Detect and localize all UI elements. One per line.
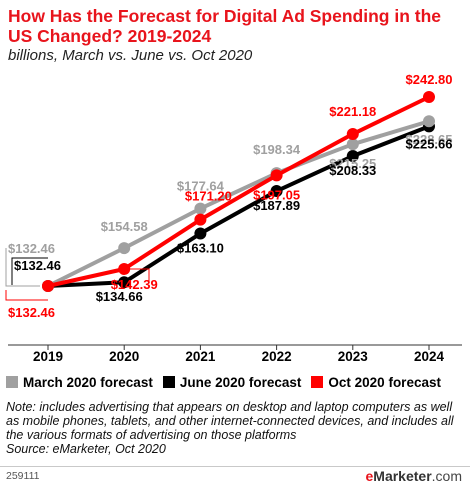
data-point-oct-2019 <box>42 280 54 292</box>
chart-title: How Has the Forecast for Digital Ad Spen… <box>8 6 441 46</box>
line-chart: 2019 2020 2021 2022 2023 2024 $132.46 $154.58 $1… <box>5 72 462 364</box>
data-point-oct-2021 <box>194 213 207 226</box>
data-label-march-2021: $177.64 <box>177 179 225 194</box>
data-label-june-2021: $163.10 <box>177 241 224 256</box>
data-point-june-2020 <box>118 276 131 289</box>
data-label-march-2022: $198.34 <box>253 142 301 157</box>
chart-note: Note: includes advertising that appears … <box>6 400 466 456</box>
data-label-march-2023: $215.25 <box>329 156 376 171</box>
series-line-june <box>46 124 431 288</box>
data-point-oct-2024 <box>423 91 435 103</box>
x-tick-label-2022: 2022 <box>262 349 292 364</box>
chart-footer: 259111 eMarketer.com <box>0 466 470 486</box>
data-label-june-2019: $132.46 <box>14 258 61 273</box>
leader-oct-2019 <box>5 290 48 301</box>
data-label-oct-2021: $171.20 <box>185 189 232 204</box>
legend-swatch-march <box>6 376 18 388</box>
x-tick-label-2019: 2019 <box>33 349 63 364</box>
legend-label-june: June 2020 forecast <box>179 374 302 390</box>
chart-subtitle: billions, March vs. June vs. Oct 2020 <box>8 47 253 64</box>
data-point-oct-2023 <box>346 128 359 141</box>
data-label-june-2023: $208.33 <box>329 163 376 178</box>
data-point-oct-2022 <box>270 169 283 182</box>
legend-item-oct: Oct 2020 forecast <box>311 375 441 390</box>
legend-label-march: March 2020 forecast <box>23 374 153 390</box>
data-label-june-2020: $134.66 <box>96 289 143 304</box>
legend-label-oct: Oct 2020 forecast <box>328 374 441 390</box>
chart-id: 259111 <box>6 470 40 482</box>
x-tick-label-2023: 2023 <box>338 349 369 364</box>
legend-item-june: June 2020 forecast <box>162 374 302 390</box>
note-text: Note: includes advertising that appears … <box>6 400 454 442</box>
data-point-march-2023 <box>346 138 359 151</box>
series-line-march <box>46 119 431 288</box>
data-label-june-2024: $225.66 <box>406 136 453 151</box>
data-label-oct-2019: $132.46 <box>8 305 55 320</box>
data-label-march-2020: $154.58 <box>101 219 148 234</box>
data-label-oct-2024: $242.80 <box>406 72 453 87</box>
data-label-oct-2022: $197.05 <box>253 187 300 202</box>
legend-swatch-june <box>162 376 175 388</box>
data-label-oct-2023: $221.18 <box>329 104 376 119</box>
data-point-march-2021 <box>194 202 207 215</box>
x-tick-label-2020: 2020 <box>109 349 139 364</box>
series-line-oct <box>46 95 431 288</box>
leader-march-2019 <box>5 248 40 287</box>
data-label-march-2019: $132.46 <box>8 241 55 256</box>
emarketer-logo: eMarketer.com <box>365 468 462 484</box>
source-text: Source: eMarketer, Oct 2020 <box>6 442 166 456</box>
leader-oct-2020 <box>124 268 150 282</box>
data-label-june-2022: $187.89 <box>253 198 300 213</box>
data-point-march-2020 <box>118 242 131 255</box>
data-point-march-2024 <box>423 115 435 128</box>
chart-legend: March 2020 forecast June 2020 forecast O… <box>6 371 468 393</box>
x-tick-label-2021: 2021 <box>185 349 216 364</box>
data-label-oct-2020: $142.39 <box>111 277 158 292</box>
data-point-june-2022 <box>270 185 283 198</box>
x-tick-label-2024: 2024 <box>414 349 445 364</box>
legend-item-march: March 2020 forecast <box>6 375 153 390</box>
leader-june-2019 <box>11 257 48 285</box>
legend-swatch-oct <box>311 376 324 388</box>
data-point-june-2021 <box>194 227 207 240</box>
data-point-june-2023 <box>346 150 359 163</box>
data-label-march-2024: $228.65 <box>406 132 453 147</box>
